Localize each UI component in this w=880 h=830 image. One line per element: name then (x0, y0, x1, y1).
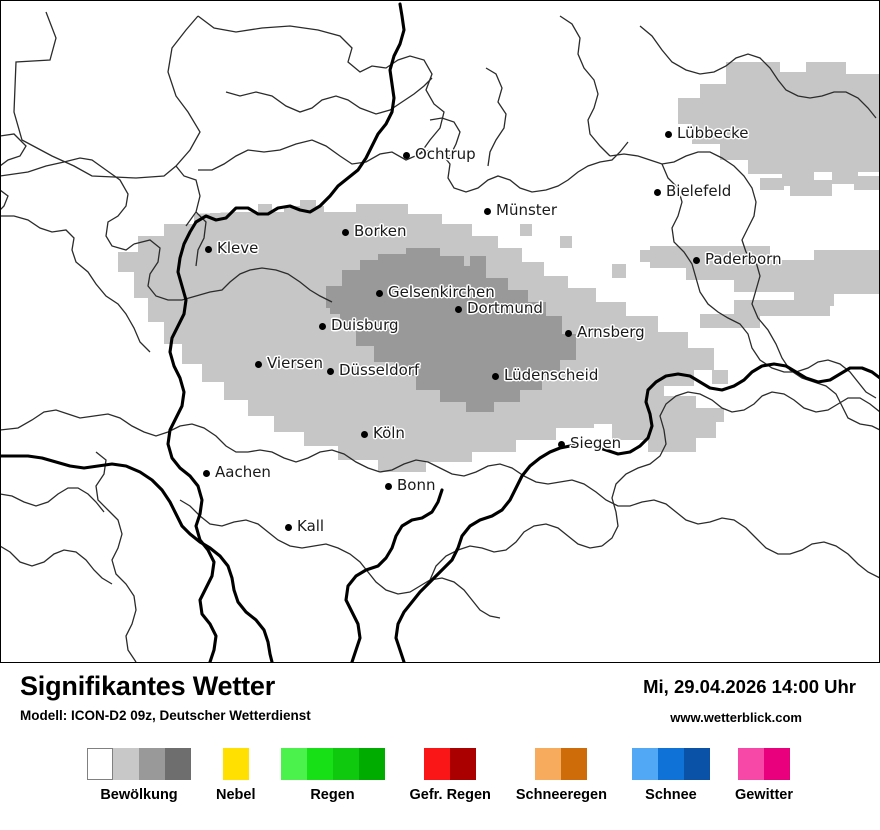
legend-group: Schneeregen (516, 748, 607, 803)
admin-borders (0, 11, 880, 663)
legend-label: Bewölkung (100, 787, 178, 803)
legend-group: Bewölkung (87, 748, 191, 803)
city-dot-icon (202, 469, 210, 477)
legend: Bewölkung Nebel Regen Gefr. Regen Schneerege… (0, 748, 880, 803)
city-dot-icon (483, 207, 491, 215)
legend-swatch (631, 748, 658, 780)
city-label: Bielefeld (666, 182, 732, 200)
site-url: www.wetterblick.com (670, 710, 802, 725)
city-label: Paderborn (705, 250, 782, 268)
legend-swatch (306, 748, 333, 780)
legend-swatch (535, 748, 562, 780)
legend-swatch (683, 748, 710, 780)
city-dot-icon (318, 322, 326, 330)
forecast-timestamp: Mi, 29.04.2026 14:00 Uhr (643, 676, 856, 697)
legend-swatch (763, 748, 790, 780)
legend-swatch (280, 748, 307, 780)
legend-swatch (657, 748, 684, 780)
legend-swatch-row (222, 748, 249, 780)
legend-label: Regen (310, 787, 355, 803)
legend-swatch-row (87, 748, 191, 780)
city-dot-icon (375, 289, 383, 297)
city-label: Viersen (267, 354, 324, 372)
legend-swatch (222, 748, 249, 780)
legend-label: Schnee (645, 787, 697, 803)
legend-label: Nebel (216, 787, 256, 803)
national-borders (0, 2, 880, 663)
city-dot-icon (557, 440, 565, 448)
legend-swatch-row (280, 748, 385, 780)
city-dot-icon (254, 360, 262, 368)
legend-label: Schneeregen (515, 787, 607, 803)
city-label: Siegen (570, 434, 622, 452)
city-label: Dortmund (467, 299, 543, 317)
page-title: Signifikantes Wetter (20, 671, 276, 701)
city-label: Münster (496, 201, 558, 219)
city-dot-icon (491, 372, 499, 380)
city-label: Arnsberg (577, 323, 645, 341)
legend-group: Nebel (216, 748, 256, 803)
legend-group: Schnee (631, 748, 710, 803)
legend-group: Gefr. Regen (410, 748, 491, 803)
legend-swatch-row (424, 748, 477, 780)
city-dot-icon (664, 130, 672, 138)
legend-swatch (424, 748, 451, 780)
legend-swatch-row (535, 748, 588, 780)
legend-swatch (561, 748, 588, 780)
city-label: Ochtrup (415, 145, 476, 163)
legend-group: Regen (280, 748, 385, 803)
legend-swatch (332, 748, 359, 780)
city-dot-icon (692, 256, 700, 264)
city-dot-icon (326, 367, 334, 375)
city-dot-icon (341, 228, 349, 236)
city-dot-icon (564, 329, 572, 337)
city-dot-icon (402, 151, 410, 159)
legend-swatch (139, 748, 165, 780)
city-label: Aachen (215, 463, 271, 481)
legend-swatch (87, 748, 113, 780)
legend-swatch-row (631, 748, 710, 780)
cloud-layer-dense (326, 248, 576, 412)
city-dot-icon (284, 523, 292, 531)
city-dot-icon (204, 245, 212, 253)
city-label: Kleve (217, 239, 259, 257)
legend-swatch (358, 748, 385, 780)
city-label: Lüdenscheid (504, 366, 599, 384)
legend-group: Gewitter (735, 748, 793, 803)
legend-label: Gewitter (734, 787, 793, 803)
city-label: Borken (354, 222, 407, 240)
city-label: Bonn (397, 476, 436, 494)
city-label: Köln (373, 424, 405, 442)
city-label: Düsseldorf (339, 361, 420, 379)
city-dot-icon (360, 430, 368, 438)
legend-swatch (165, 748, 191, 780)
footer-panel: Signifikantes Wetter Modell: ICON-D2 09z… (0, 663, 880, 830)
map-panel[interactable]: Lübbecke Ochtrup Bielefeld Münster Borken Kle… (0, 0, 880, 663)
city-label: Gelsenkirchen (388, 283, 495, 301)
city-dot-icon (384, 482, 392, 490)
footer-header: Signifikantes Wetter Modell: ICON-D2 09z… (0, 663, 880, 731)
legend-label: Gefr. Regen (409, 787, 491, 803)
model-subtitle: Modell: ICON-D2 09z, Deutscher Wetterdie… (20, 708, 311, 723)
city-label: Duisburg (331, 316, 399, 334)
legend-swatch (450, 748, 477, 780)
city-label: Lübbecke (677, 124, 749, 142)
legend-swatch-row (737, 748, 790, 780)
legend-swatch (113, 748, 139, 780)
city-dot-icon (454, 305, 462, 313)
map-canvas[interactable] (0, 0, 880, 663)
legend-swatch (737, 748, 764, 780)
city-dot-icon (653, 188, 661, 196)
city-label: Kall (297, 517, 325, 535)
